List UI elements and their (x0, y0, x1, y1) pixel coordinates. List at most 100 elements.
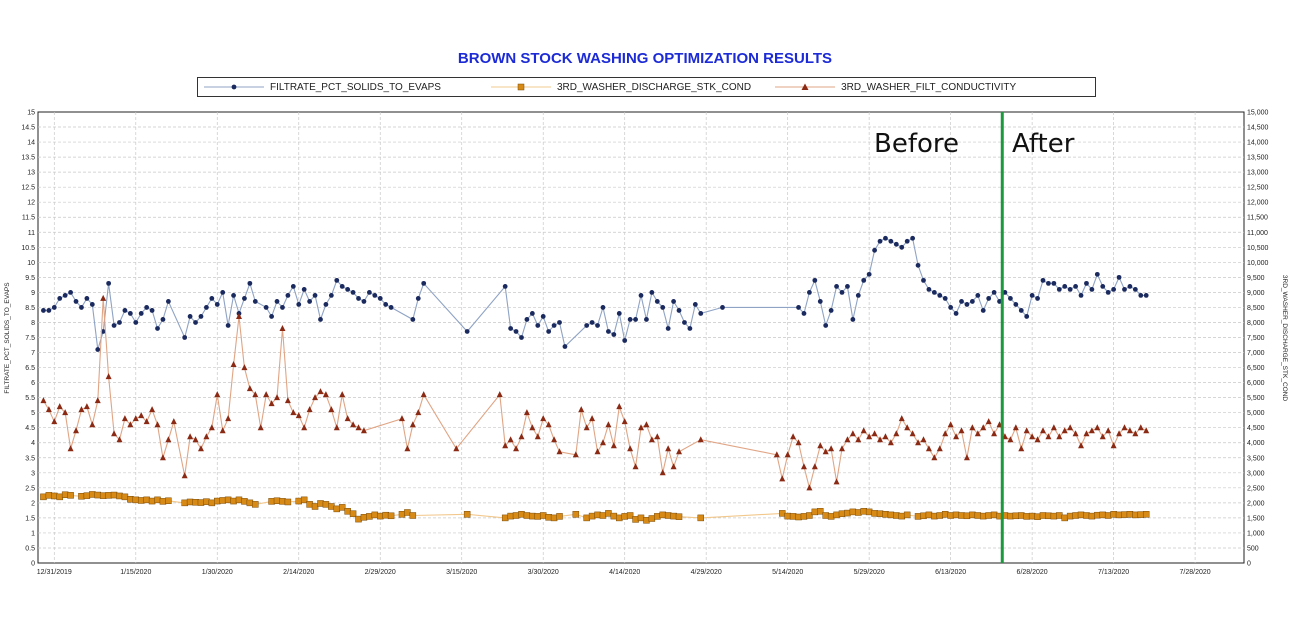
right-tick-label: 11,000 (1247, 230, 1268, 237)
data-point-square (165, 497, 172, 505)
right-tick-label: 5,500 (1247, 395, 1265, 402)
data-point-triangle (78, 406, 85, 413)
data-point-square (317, 500, 324, 507)
data-point-triangle (1126, 427, 1133, 434)
data-point-circle (638, 293, 644, 298)
data-point-circle (644, 317, 649, 322)
data-point-circle (866, 271, 872, 277)
data-point-square (1126, 511, 1134, 518)
data-point-triangle (502, 442, 509, 449)
data-point-square (306, 501, 313, 508)
right-tick-label: 5,000 (1247, 410, 1265, 417)
left-tick-label: 8.5 (25, 305, 35, 312)
left-tick-label: 0.5 (25, 545, 35, 552)
data-point-triangle (322, 391, 329, 398)
data-point-square (279, 498, 286, 505)
data-point-square (512, 512, 520, 519)
data-point-circle (1056, 286, 1062, 292)
data-point-circle (214, 302, 220, 307)
data-point-triangle (545, 421, 552, 428)
data-point-triangle (149, 406, 156, 413)
data-point-square (621, 513, 628, 520)
left-tick-label: 13 (27, 170, 35, 177)
data-point-square (545, 514, 552, 521)
data-point-triangle (1023, 427, 1030, 434)
data-point-circle (877, 238, 883, 244)
data-point-circle (698, 311, 704, 316)
data-point-circle (111, 323, 117, 328)
right-tick-label: 13,500 (1247, 155, 1269, 162)
data-point-circle (84, 296, 90, 301)
data-point-square (822, 512, 829, 519)
right-tick-label: 14,000 (1247, 140, 1269, 147)
data-point-square (670, 512, 677, 520)
data-point-circle (410, 317, 416, 322)
data-point-square (844, 509, 851, 517)
data-point-triangle (230, 361, 237, 368)
data-point-triangle (73, 427, 80, 434)
data-point-triangle (594, 448, 601, 455)
data-point-triangle (1105, 427, 1112, 434)
data-point-circle (247, 280, 253, 286)
data-point-square (838, 510, 846, 517)
data-point-square (990, 511, 998, 519)
data-point-triangle (953, 433, 960, 440)
x-tick-label: 1/15/2020 (120, 569, 151, 576)
right-tick-label: 0 (1247, 561, 1251, 568)
data-point-circle (888, 238, 894, 244)
data-point-square (387, 512, 395, 520)
data-point-triangle (1061, 427, 1068, 434)
data-point-square (806, 512, 813, 519)
data-point-triangle (279, 324, 286, 331)
data-point-square (67, 492, 74, 499)
data-point-triangle (1056, 433, 1063, 440)
data-point-circle (959, 299, 964, 304)
data-point-circle (160, 317, 166, 322)
data-point-triangle (985, 418, 992, 425)
x-tick-label: 3/15/2020 (446, 569, 477, 576)
data-point-square (1050, 512, 1058, 520)
right-tick-label: 2,500 (1247, 485, 1265, 492)
data-point-square (1028, 512, 1036, 520)
grid-layer (38, 112, 1244, 563)
data-point-triangle (974, 430, 981, 437)
data-point-square (78, 493, 85, 500)
left-tick-label: 1.5 (25, 515, 35, 522)
data-point-triangle (116, 436, 123, 443)
data-point-circle (535, 323, 541, 328)
right-tick-label: 10,500 (1247, 245, 1269, 252)
data-point-square (344, 508, 351, 515)
data-point-circle (796, 305, 801, 310)
data-point-square (137, 497, 145, 504)
data-point-triangle (263, 391, 270, 398)
data-point-triangle (274, 394, 281, 401)
data-point-triangle (523, 409, 530, 416)
data-point-circle (1116, 274, 1122, 280)
data-point-square (605, 510, 612, 517)
left-tick-label: 7 (31, 350, 35, 357)
data-point-circle (73, 299, 79, 304)
data-point-triangle (295, 412, 302, 419)
data-point-triangle (800, 463, 807, 470)
data-point-triangle (1018, 445, 1025, 452)
data-point-circle (649, 290, 655, 295)
data-point-square (311, 503, 319, 510)
data-point-circle (964, 302, 970, 307)
data-point-triangle (328, 406, 335, 413)
right-tick-label: 4,000 (1247, 440, 1265, 447)
data-point-triangle (192, 436, 199, 443)
data-point-triangle (1007, 436, 1014, 443)
data-point-circle (220, 290, 226, 295)
x-tick-label: 1/30/2020 (202, 569, 233, 576)
data-point-circle (280, 305, 285, 310)
data-point-circle (269, 314, 274, 319)
left-tick-label: 9 (31, 290, 35, 297)
data-point-square (1110, 511, 1117, 518)
data-point-square (241, 498, 248, 505)
data-point-square (404, 509, 411, 516)
data-point-triangle (219, 427, 226, 434)
left-tick-label: 7.5 (25, 335, 35, 342)
data-point-square (224, 496, 232, 504)
data-point-triangle (887, 439, 894, 446)
left-axis-label: FILTRATE_PCT_SOLIDS_TO_EVAPS (4, 282, 11, 394)
